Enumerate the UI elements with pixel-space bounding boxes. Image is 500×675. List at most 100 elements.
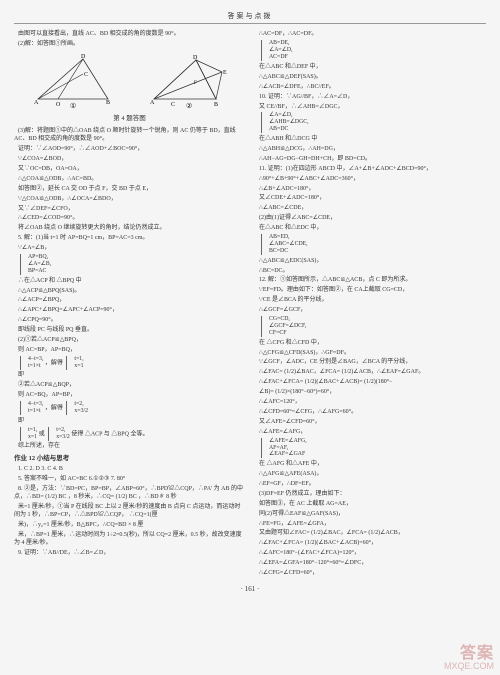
text-line: (2)解：如答图①所画。 (14, 40, 245, 48)
two-column-layout: 由图可以直接看出，直线 AC、BD 相交成的角的度数是 90°。 (2)解：如答图… (14, 30, 486, 578)
page-header: 答案与点拨 (14, 12, 486, 24)
text-line: 即 (14, 371, 245, 379)
svg-text:C: C (171, 102, 175, 108)
text-line: 又∠AFE=∠CFD=60°， (255, 418, 486, 426)
svg-text:F: F (194, 81, 197, 86)
text-line: ∴∠B+∠ADC=180°， (255, 185, 486, 193)
text-line: 则 AC=BP，AP=BQ， (14, 346, 245, 354)
text-line: ∴∠ACP=∠BPQ， (14, 296, 245, 304)
text-line: ∴∠ABC=∠CDE， (255, 204, 486, 212)
text-line: 即线段 PC 与线段 PQ 垂直。 (14, 326, 245, 334)
text-line: ∴FE=FG，∠AFE=∠GFA， (255, 520, 486, 528)
svg-text:O: O (56, 102, 61, 108)
text-line: 米，∴BP=1 厘米，∴运动时间为 1÷2=0.5(秒)，所以 CQ=2 厘米，… (14, 531, 245, 547)
text-line: ∴∠EFA=∠GFA=180°−120°=60°=∠DFC， (255, 559, 486, 567)
text-line: ∵△COA≌△ODB，∴∠OCA=∠BDO， (14, 195, 245, 203)
text-line: ∴∠FAC+∠FCA= (1/2)(∠BAC+∠ACB)= (1/2)(180°… (255, 378, 486, 386)
text-line: 在△ABC 和△EDC 中， (255, 224, 486, 232)
text-line: ∴AC=DF，∴AC=DF。 (255, 30, 486, 38)
text-line: ∴∠FAC= (1/2)∠BAC，∠FCA= (1/2)∠ACB，∴∠EAF=∠… (255, 368, 486, 376)
text-line: ∴∠FAC+∠FCA= (1/2)(∠BAC+∠ACB)=60°， (255, 539, 486, 547)
text-line: 如答图③，在 AC 上截取 AG=AE， (255, 500, 486, 508)
text-line: ∴△CFG≌△CFD(SAS)，∴GF=DF。 (255, 349, 486, 357)
text-line: 由图可以直接看出，直线 AC、BD 相交成的角的度数是 90°。 (14, 30, 245, 38)
text-line: 在△ABC 和△DEF 中， (255, 63, 486, 71)
text-line: 如答图②，延长 CA 交 OD 于点 F，交 BD 于点 E， (14, 185, 245, 193)
svg-text:①: ① (70, 102, 76, 109)
text-line: ∴∠AFC=120°， (255, 398, 486, 406)
text-line: ②若△ACP≌△BQP， (14, 381, 245, 389)
text-line: ∴∠CFD=60°=∠CFG，∴∠AFG=60°。 (255, 408, 486, 416)
text-line: ∴在△ACP 和 △BPQ 中 (14, 277, 245, 285)
right-column: ∴AC=DF，∴AC=DF。AB=DE,∠A=∠D,AC=DF在△ABC 和△D… (255, 30, 486, 578)
svg-text:C: C (84, 72, 88, 78)
watermark-top: 答案 (444, 646, 494, 662)
text-line: ∵∠GCF，∠ADC，CE 分别是∠BAG，∠BCA 的平分线， (255, 358, 486, 366)
text-line: ∴△AFG≌△AFE(ASA)， (255, 470, 486, 478)
text-line: 米)，∴y₀=1 厘米/秒，B△BPC，∴CQ=BD × 8 厘 (14, 521, 245, 529)
text-line: ∠B)= (1/2)×(180°−60°)=60°， (255, 388, 486, 396)
text-line: 8. ②是，方法：∵BD=PC，BP=BP，∠ABP=60°，∴BPD≌△CQP… (14, 485, 245, 501)
page-number: · 161 · (14, 585, 486, 594)
section-heading: 作业 12 小结与思考 (14, 455, 245, 464)
text-line: ∴AH−AG=DG−GH=DH+CH，即 BD=CD。 (255, 155, 486, 163)
text-line: 5. 答案不唯一，如 AC=BC 6.①②③ 7. 80° (14, 475, 245, 483)
text-line: ∵∠COA=∠BOD， (14, 155, 245, 163)
text-line: 1. C 2. D 3. C 4. B (14, 465, 245, 473)
text-line: 在 △CFG 和△CFD 中， (255, 339, 486, 347)
text-line: ∵∠A=∠B， (14, 244, 245, 252)
text-line: 11. 证明：(1)在四边形 ABCD 中，∠A+∠B+∠ADC+∠BCD=90… (255, 165, 486, 173)
text-line: ∴△ABC≌△EDC(SAS)， (255, 257, 486, 265)
text-line: ∴∠CPQ=90°。 (14, 316, 245, 324)
text-line: 9. 证明：∵AB//DE，∴∠B=∠D， (14, 549, 245, 557)
text-line: 同(2)可得△EAF≌△GAF(SAS)， (255, 510, 486, 518)
text-line: ∴△ABC≌△DEF(SAS)。 (255, 73, 486, 81)
text-line: (2)①若△ACP≌△BPQ， (14, 336, 245, 344)
text-line: ∴∠AFC=180°−(∠FAC+∠FCA)=120°， (255, 549, 486, 557)
text-line: ∵CE 是∠BCA 的平分线， (255, 296, 486, 304)
text-line: 综上所述，存在 (14, 442, 245, 450)
text-line: ∴∠GCF=∠GCF， (255, 306, 486, 314)
text-line: 即 (14, 417, 245, 425)
text-line: 10. 证明：∵AG//BF，∴∠A=∠D， (255, 93, 486, 101)
text-line: ∴BC=DC。 (255, 267, 486, 275)
text-line: 12. 解：①如答图所示，△ABC≌△ACB，点 C 即为所求。 (255, 276, 486, 284)
text-line: 米=1 厘米/秒，①当 P 在线段 BC 上以 2 厘米/秒的速度由 B 点向 … (14, 503, 245, 519)
text-line: ∴△ABH≌△DCG，∴AH=DG， (255, 145, 486, 153)
text-line: ∴EF=GF，∴DF=EF。 (255, 480, 486, 488)
text-line: 将∠OAB 绕点 O 继续旋转更大的角时，结论仍然成立。 (14, 224, 245, 232)
text-line: ∴∠CFG=∠CFD=60°， (255, 569, 486, 577)
text-line: 在 △AFG 和△AFE 中， (255, 460, 486, 468)
svg-text:B: B (214, 102, 218, 108)
text-line: 证明：∵∠AOD=90°，∴∠AOD+∠BOC=90°， (14, 145, 245, 153)
text-line: (3)DF=EF 仍然成立，理由如下： (255, 490, 486, 498)
text-line: 又由题可知∠FAC= (1/2)∠BAC，∠FCA= (1/2)∠ACB， (255, 529, 486, 537)
text-line: 又 CE//BF，∴∠AHB=∠DGC， (255, 103, 486, 111)
left-column: 由图可以直接看出，直线 AC、BD 相交成的角的度数是 90°。 (2)解：如答图… (14, 30, 245, 578)
text-line: (3)解：将题图①中的△OAB 绕点 O 顺时针旋转一个锐角，则 AC 仍等于 … (14, 127, 245, 143)
text-line: 又∵OC=DB，OA=OA， (14, 165, 245, 173)
svg-text:A: A (150, 100, 155, 106)
text-line: 则 AC=BQ，AP=BP， (14, 391, 245, 399)
text-line: (2)由(1)证得∠ABC=∠CDE， (255, 214, 486, 222)
text-line: ∴∠CED=∠COD=90°。 (14, 214, 245, 222)
text-line: ∴∠AFE=∠AFG， (255, 428, 486, 436)
svg-text:E: E (223, 70, 227, 76)
text-line: ∵EF=FD。理由如下：如答图②，在 CA上截取 CG=CD， (255, 286, 486, 294)
svg-text:D: D (193, 55, 198, 61)
text-line: 又∵∠DEF=∠CFO， (14, 205, 245, 213)
text-line: 在△ABH 和△DCG 中 (255, 135, 486, 143)
text-line: ∴△COA≌△ODB，∴AC=BD。 (14, 175, 245, 183)
text-line: ∴△ACP≌△BPQ(SAS)。 (14, 287, 245, 295)
text-line: 又∠CDE+∠ADC=180°， (255, 194, 486, 202)
text-line: ∴∠APC+∠BPQ=∠APC+∠ACP=90°， (14, 306, 245, 314)
watermark: 答案 MXQE.COM (444, 646, 494, 671)
text-line: 5. 解：(1)当 t=1 时 AP=BQ=1 cm，BP=AC=3 cm。 (14, 234, 245, 242)
svg-text:D: D (81, 54, 86, 60)
watermark-main: MXQE.COM (444, 662, 494, 671)
text-line: ∴90°+∠B+90°+∠ABC+∠ADC=360°， (255, 175, 486, 183)
svg-text:②: ② (186, 102, 192, 109)
svg-text:B: B (106, 100, 110, 106)
svg-text:A: A (34, 100, 39, 106)
text-line: ∴∠ACB=∠DFE，∴BC//EF。 (255, 83, 486, 91)
